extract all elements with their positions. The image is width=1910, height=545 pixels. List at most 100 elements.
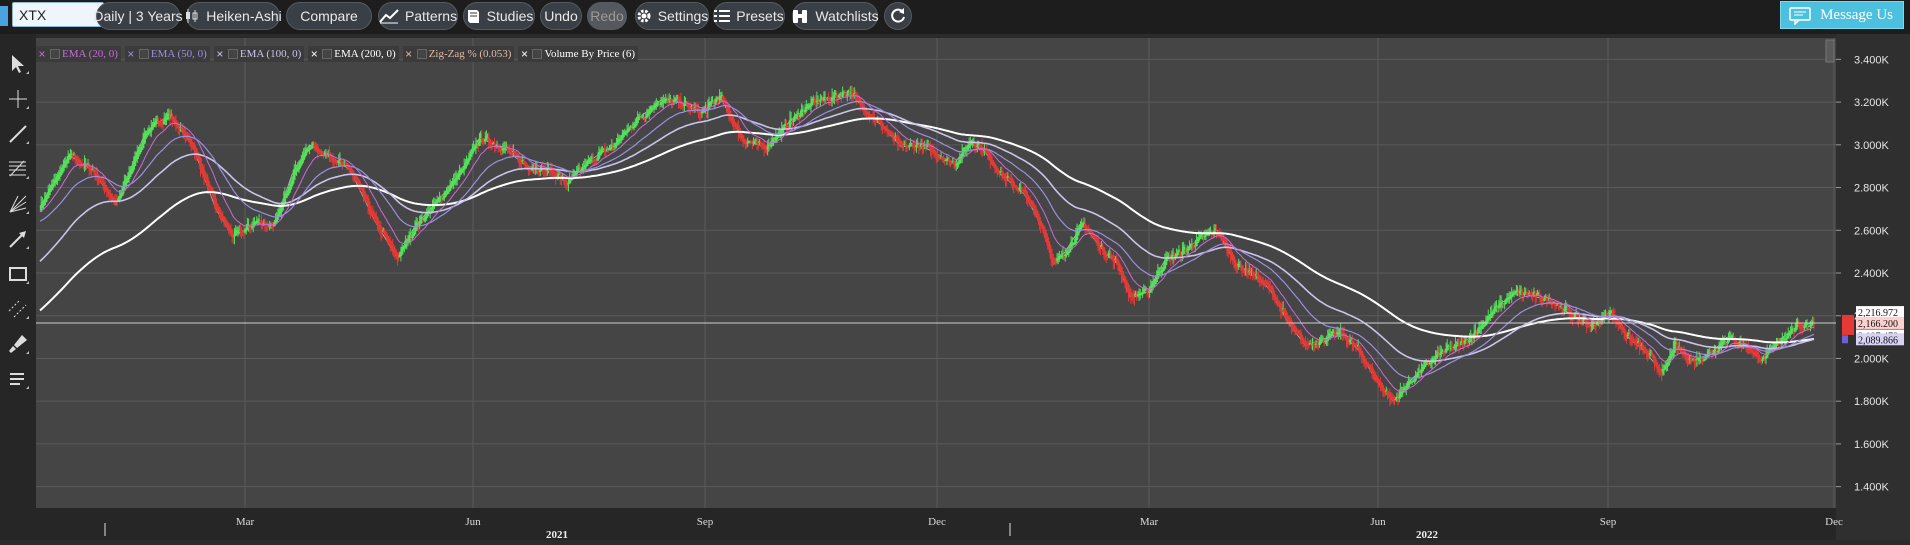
edit-indicator-icon[interactable] xyxy=(532,49,543,59)
chart-area[interactable]: 1.400K1.600K1.800K2.000K2.200K2.400K2.60… xyxy=(0,34,1910,541)
candle-up xyxy=(647,112,651,114)
candle-up xyxy=(969,143,972,146)
remove-indicator-icon[interactable]: × xyxy=(310,47,318,61)
candle-up xyxy=(1716,351,1720,353)
channel-icon xyxy=(8,299,29,319)
candle-down xyxy=(993,163,997,169)
candle-down xyxy=(1628,334,1632,338)
candle-down xyxy=(191,141,194,147)
candle-up xyxy=(713,102,717,104)
indicator-chip[interactable]: × EMA (20, 0) xyxy=(36,46,121,62)
candle-up xyxy=(305,149,309,153)
candle-down xyxy=(1737,344,1741,346)
remove-indicator-icon[interactable]: × xyxy=(405,47,413,61)
refresh-button[interactable] xyxy=(884,2,912,30)
symbol-input[interactable] xyxy=(12,2,104,27)
candle-up xyxy=(1433,359,1436,361)
candle-down xyxy=(379,227,383,231)
undo-button[interactable]: Undo xyxy=(540,2,582,30)
candle-up xyxy=(1058,256,1061,259)
candle-up xyxy=(1183,248,1187,251)
candle-up xyxy=(1203,235,1207,237)
candle-up xyxy=(746,142,750,144)
candle-up xyxy=(1174,256,1177,258)
candle-down xyxy=(742,138,746,143)
settings-button[interactable]: Settings xyxy=(635,2,709,30)
indicator-chip[interactable]: × EMA (200, 0) xyxy=(308,46,399,62)
candle-up xyxy=(1519,290,1523,292)
candle-down xyxy=(345,162,349,167)
indicator-label: EMA (200, 0) xyxy=(334,48,396,60)
price-chart[interactable]: 1.400K1.600K1.800K2.000K2.200K2.400K2.60… xyxy=(0,34,1910,541)
candle-down xyxy=(488,139,492,145)
candle-up xyxy=(1143,289,1147,292)
candle-down xyxy=(630,127,634,129)
studies-button[interactable]: Studies xyxy=(463,2,535,30)
candle-up xyxy=(236,231,240,233)
presets-button[interactable]: Presets xyxy=(713,2,785,30)
edit-indicator-icon[interactable] xyxy=(138,49,149,59)
menu-tool[interactable] xyxy=(6,367,30,391)
edit-indicator-icon[interactable] xyxy=(50,49,60,59)
candle-up xyxy=(1138,294,1142,296)
indicator-chip[interactable]: × Zig-Zag % (0.053) xyxy=(402,46,515,62)
candle-down xyxy=(1651,353,1654,356)
candle-up xyxy=(49,188,52,192)
period-button[interactable]: Daily | 3 Years xyxy=(93,2,183,30)
candle-up xyxy=(632,127,636,129)
candle-up xyxy=(455,178,459,180)
rectangle-tool[interactable] xyxy=(6,262,30,286)
candle-up xyxy=(57,173,61,180)
candle-up xyxy=(62,164,65,172)
edit-indicator-icon[interactable] xyxy=(227,49,238,59)
candle-down xyxy=(687,104,691,109)
fan-tool[interactable] xyxy=(6,192,30,216)
scroll-handle[interactable] xyxy=(1825,39,1835,63)
candle-up xyxy=(1783,339,1787,341)
candle-down xyxy=(1418,372,1422,374)
pointer-tool[interactable] xyxy=(6,52,30,76)
fibonacci-tool[interactable] xyxy=(6,157,30,181)
symbol-box xyxy=(0,2,108,29)
message-us-button[interactable]: Message Us xyxy=(1780,1,1904,29)
candle-up xyxy=(1784,338,1788,340)
edit-indicator-icon[interactable] xyxy=(416,49,427,59)
patterns-button[interactable]: Patterns xyxy=(378,2,458,30)
brush-icon xyxy=(9,335,29,354)
candle-up xyxy=(244,228,248,232)
line-draw-icon xyxy=(9,125,29,144)
candle-down xyxy=(1345,335,1348,341)
edit-indicator-icon[interactable] xyxy=(322,49,333,59)
candle-down xyxy=(1246,269,1250,274)
remove-indicator-icon[interactable]: × xyxy=(127,47,135,61)
candle-down xyxy=(213,193,216,204)
candle-down xyxy=(671,100,675,104)
line-draw-tool[interactable] xyxy=(6,122,30,146)
drawing-toolbar xyxy=(0,34,36,540)
indicator-chip[interactable]: × EMA (100, 0) xyxy=(213,46,305,62)
candle-up xyxy=(1720,344,1723,347)
redo-button[interactable]: Redo xyxy=(587,2,627,30)
indicator-label: Volume By Price (6) xyxy=(544,48,636,60)
channel-tool[interactable] xyxy=(6,297,30,321)
candle-up xyxy=(589,159,593,162)
candle-down xyxy=(1263,281,1266,283)
remove-indicator-icon[interactable]: × xyxy=(216,47,224,61)
candle-down xyxy=(606,150,610,152)
candle-up xyxy=(1140,293,1143,295)
indicator-chip[interactable]: × Volume By Price (6) xyxy=(518,46,639,62)
candle-down xyxy=(390,242,393,247)
candle-up xyxy=(808,106,812,108)
watchlists-button[interactable]: Watchlists xyxy=(792,2,879,30)
arrow-tool[interactable] xyxy=(6,227,30,251)
patterns-label: Patterns xyxy=(404,8,458,24)
candle-up xyxy=(1197,237,1201,241)
heiken-button[interactable]: Heiken-Ashi xyxy=(186,2,282,30)
crosshair-tool[interactable] xyxy=(6,87,30,111)
remove-indicator-icon[interactable]: × xyxy=(38,47,46,61)
compare-button[interactable]: Compare xyxy=(286,2,372,30)
indicator-chip[interactable]: × EMA (50, 0) xyxy=(124,46,210,62)
brush-tool[interactable] xyxy=(6,332,30,356)
remove-indicator-icon[interactable]: × xyxy=(520,47,528,61)
candle-down xyxy=(185,133,188,137)
